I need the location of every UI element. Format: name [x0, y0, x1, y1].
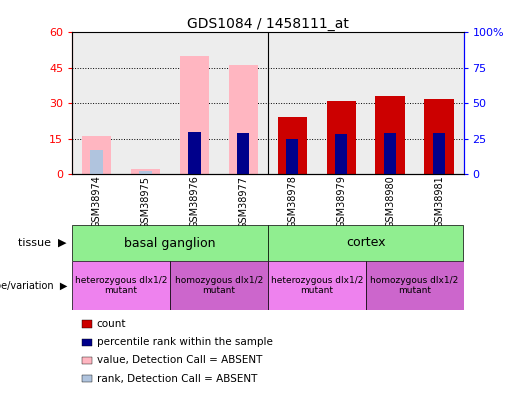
- Bar: [268, 225, 464, 261]
- Text: genotype/variation  ▶: genotype/variation ▶: [0, 281, 67, 290]
- Bar: [327, 101, 356, 174]
- Text: homozygous dlx1/2
mutant: homozygous dlx1/2 mutant: [370, 276, 459, 295]
- Bar: [375, 96, 405, 174]
- Bar: [366, 261, 464, 310]
- Bar: [121, 32, 170, 174]
- Bar: [131, 169, 160, 174]
- Bar: [229, 66, 258, 174]
- Bar: [286, 139, 298, 174]
- Text: percentile rank within the sample: percentile rank within the sample: [97, 337, 273, 347]
- Bar: [72, 32, 121, 174]
- Bar: [72, 225, 268, 261]
- Bar: [268, 261, 366, 310]
- Bar: [268, 32, 317, 174]
- Text: count: count: [97, 319, 126, 329]
- Bar: [72, 261, 170, 310]
- Bar: [237, 133, 249, 174]
- Text: basal ganglion: basal ganglion: [124, 237, 216, 249]
- Bar: [82, 136, 111, 174]
- Text: homozygous dlx1/2
mutant: homozygous dlx1/2 mutant: [175, 276, 263, 295]
- Title: GDS1084 / 1458111_at: GDS1084 / 1458111_at: [187, 17, 349, 31]
- Bar: [366, 32, 415, 174]
- Bar: [170, 261, 268, 310]
- Bar: [180, 56, 209, 174]
- Text: heterozygous dlx1/2
mutant: heterozygous dlx1/2 mutant: [75, 276, 167, 295]
- Bar: [415, 32, 464, 174]
- Text: heterozygous dlx1/2
mutant: heterozygous dlx1/2 mutant: [270, 276, 363, 295]
- Bar: [433, 133, 445, 174]
- Bar: [140, 171, 151, 174]
- Bar: [219, 32, 268, 174]
- Bar: [424, 98, 454, 174]
- Bar: [170, 32, 219, 174]
- Text: tissue  ▶: tissue ▶: [19, 238, 67, 248]
- Bar: [188, 132, 200, 174]
- Bar: [384, 133, 396, 174]
- Text: value, Detection Call = ABSENT: value, Detection Call = ABSENT: [97, 356, 262, 365]
- Text: cortex: cortex: [346, 237, 385, 249]
- Bar: [91, 150, 102, 174]
- Bar: [317, 32, 366, 174]
- Bar: [335, 134, 347, 174]
- Text: rank, Detection Call = ABSENT: rank, Detection Call = ABSENT: [97, 374, 257, 384]
- Bar: [278, 117, 307, 174]
